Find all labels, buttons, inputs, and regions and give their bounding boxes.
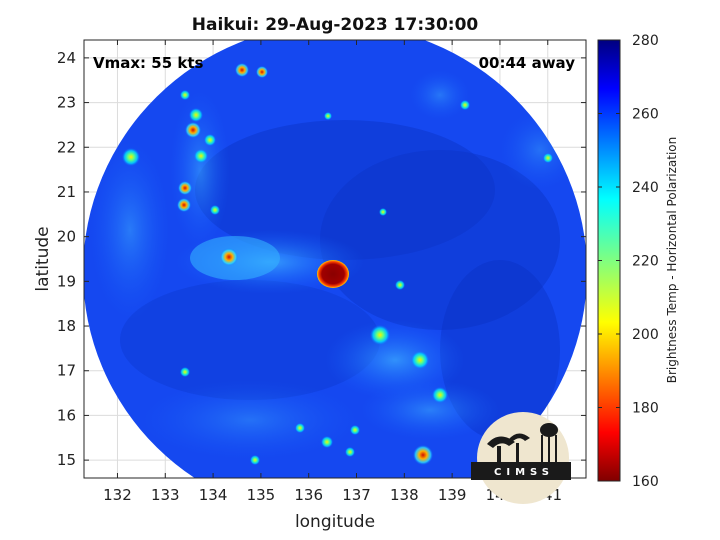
time-offset-annotation: 00:44 away <box>479 54 576 72</box>
y-tick-label: 24 <box>57 49 76 67</box>
vmax-annotation: Vmax: 55 kts <box>93 54 203 72</box>
axes-frame <box>83 39 587 479</box>
cimss-logo: CIMSS <box>471 412 571 504</box>
x-tick-label: 132 <box>103 486 132 504</box>
logo-text: CIMSS <box>494 467 554 478</box>
x-tick-label: 134 <box>199 486 228 504</box>
colorbar-tick-label: 160 <box>632 474 659 490</box>
y-tick-label: 21 <box>57 183 76 201</box>
y-tick-label: 19 <box>57 272 76 290</box>
colorbar-tick-label: 180 <box>632 401 659 417</box>
chart-title: Haikui: 29-Aug-2023 17:30:00 <box>192 15 479 35</box>
y-tick-label: 22 <box>57 138 76 156</box>
x-tick-label: 133 <box>151 486 180 504</box>
y-tick-label: 20 <box>57 228 76 246</box>
colorbar-tick-label: 260 <box>632 107 659 123</box>
x-tick-label: 139 <box>438 486 467 504</box>
y-tick-label: 16 <box>57 406 76 424</box>
colorbar-ticks: 160 180 200 220 240 260 280 <box>598 33 659 490</box>
y-tick-label: 17 <box>57 362 76 380</box>
y-axis-label: latitude <box>33 226 53 291</box>
y-tick-label: 15 <box>57 451 76 469</box>
colorbar-tick-label: 280 <box>632 33 659 49</box>
y-axis: 15 16 17 18 19 20 21 22 23 24 <box>57 49 586 469</box>
x-axis-label: longitude <box>295 512 375 532</box>
x-tick-label: 138 <box>390 486 419 504</box>
y-tick-label: 23 <box>57 94 76 112</box>
y-tick-label: 18 <box>57 317 76 335</box>
colorbar-tick-label: 200 <box>632 327 659 343</box>
brightness-temp-swath <box>84 40 586 478</box>
colorbar-tick-label: 220 <box>632 254 659 270</box>
x-tick-label: 136 <box>294 486 323 504</box>
colorbar: 160 180 200 220 240 260 280 Brightness Temp - … <box>597 33 679 490</box>
colorbar-label: Brightness Temp - Horizontal Polarizatio… <box>665 137 679 384</box>
x-tick-label: 137 <box>342 486 371 504</box>
x-tick-label: 135 <box>247 486 276 504</box>
colorbar-tick-label: 240 <box>632 180 659 196</box>
